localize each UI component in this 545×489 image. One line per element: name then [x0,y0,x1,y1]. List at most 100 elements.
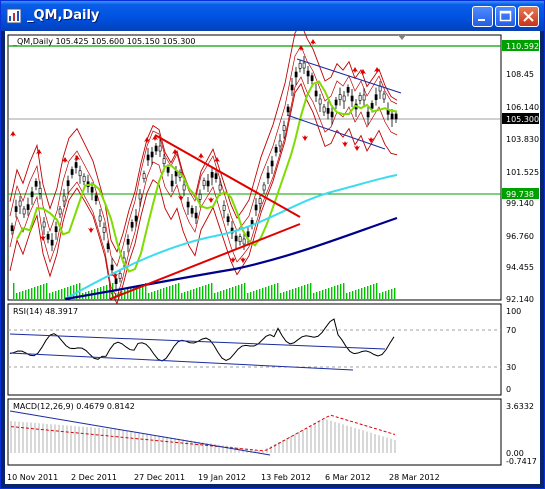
bollinger-upper-line [9,22,398,254]
volume-bar [235,286,237,299]
fractal-up-arrow [310,39,316,45]
candle-body [206,180,210,187]
volume-bar [184,292,186,299]
candle-body [130,222,134,228]
volume-bar [124,290,126,299]
volume-bar [157,290,159,299]
candle-body [274,147,278,153]
candle-body [110,264,114,271]
fractal-up-arrow [374,67,380,73]
candle-body [66,180,70,186]
volume-bar [49,293,51,299]
maximize-button[interactable] [495,6,516,27]
rsi-level-label: 0 [506,385,511,394]
rsi-level-label: 100 [506,307,521,316]
volume-bar [166,287,168,299]
candle-body [218,184,222,191]
volume-bar [193,289,195,299]
price-label: 103.830 [506,135,539,144]
rsi-line [9,318,395,362]
volume-bar [361,288,363,299]
volume-bar [292,289,294,299]
candle-body [74,162,78,168]
volume-bar [64,288,66,299]
volume-bar [253,291,255,299]
volume-bar [70,286,72,299]
candle-body [322,106,326,113]
volume-bar [313,293,315,299]
candle-body [326,108,330,114]
chart-canvas[interactable]: _QM,Daily 105.425 105.600 105.150 105.30… [5,22,540,484]
candle-body [342,95,346,102]
minimize-button[interactable] [472,6,493,27]
volume-bar [286,291,288,299]
candle-body [182,184,186,191]
candle-body [18,200,22,207]
volume-bar [22,291,24,299]
trendline-up-red [109,223,301,300]
volume-bar [241,284,243,299]
maximize-icon [499,10,512,22]
candle-body [38,188,42,194]
candle-body [366,111,370,118]
candle-body [134,215,138,222]
volume-bar [391,289,393,299]
candle-body [346,87,350,93]
macd-panel[interactable] [7,398,502,466]
volume-bar [175,284,177,299]
volume-bar [151,292,153,299]
candle-body [298,63,302,69]
candle-body [138,193,142,200]
volume-bar [310,283,312,299]
fractal-up-arrow [36,149,42,155]
volume-bar [229,288,231,299]
volume-bar [298,287,300,299]
close-button[interactable] [518,6,539,27]
chart-area[interactable]: _QM,Daily 105.425 105.600 105.150 105.30… [5,22,540,484]
volume-bar [139,285,141,299]
volume-bar [34,287,36,299]
volume-bar [211,283,213,299]
fractal-up-arrow [10,131,16,137]
candle-body [358,95,362,101]
candle-body [362,94,366,101]
volume-bar [55,291,57,299]
price-label: 94.455 [506,263,534,272]
price-label: 108.45 [506,70,534,79]
rsi-panel[interactable] [7,303,502,396]
volume-bar [208,284,210,299]
candle-body [70,169,74,175]
candle-body [118,273,122,279]
fractal-up-arrow [62,157,68,163]
price-label: 92.140 [506,295,534,304]
volume-bar [250,292,252,299]
candle-body [78,170,82,177]
candle-body [210,172,214,178]
title-bar[interactable]: _QM,Daily [1,1,544,31]
price-scale[interactable]: 108.45 106.140 103.830 101.525 99.140 96… [506,70,539,304]
volume-bar [73,285,75,299]
fractal-up-arrow [360,69,366,75]
rsi-header: RSI(14) 48.3917 [13,307,78,316]
time-axis[interactable]: 10 Nov 2011 2 Dec 2011 27 Dec 2011 19 Ja… [7,473,440,482]
fractal-down-arrow [368,137,374,143]
volume-bar [328,288,330,299]
shift-marker-icon[interactable] [398,35,406,40]
envelope-upper-line [9,45,398,267]
candle-body [350,95,354,102]
candle-body [266,172,270,179]
volume-bar [136,286,138,299]
date-label: 2 Dec 2011 [71,473,117,482]
candle-body [390,113,394,120]
candle-body [254,204,258,211]
candle-body [106,243,110,249]
volume-bar [265,287,267,299]
volume-bar [40,285,42,299]
window-title: _QM,Daily [27,8,100,23]
price-panel[interactable] [7,34,502,301]
volume-bar [226,289,228,299]
volume-bar [145,283,147,299]
resistance-price-tag [502,40,539,51]
fractal-up-arrow [352,67,358,73]
volume-bar [28,289,30,299]
